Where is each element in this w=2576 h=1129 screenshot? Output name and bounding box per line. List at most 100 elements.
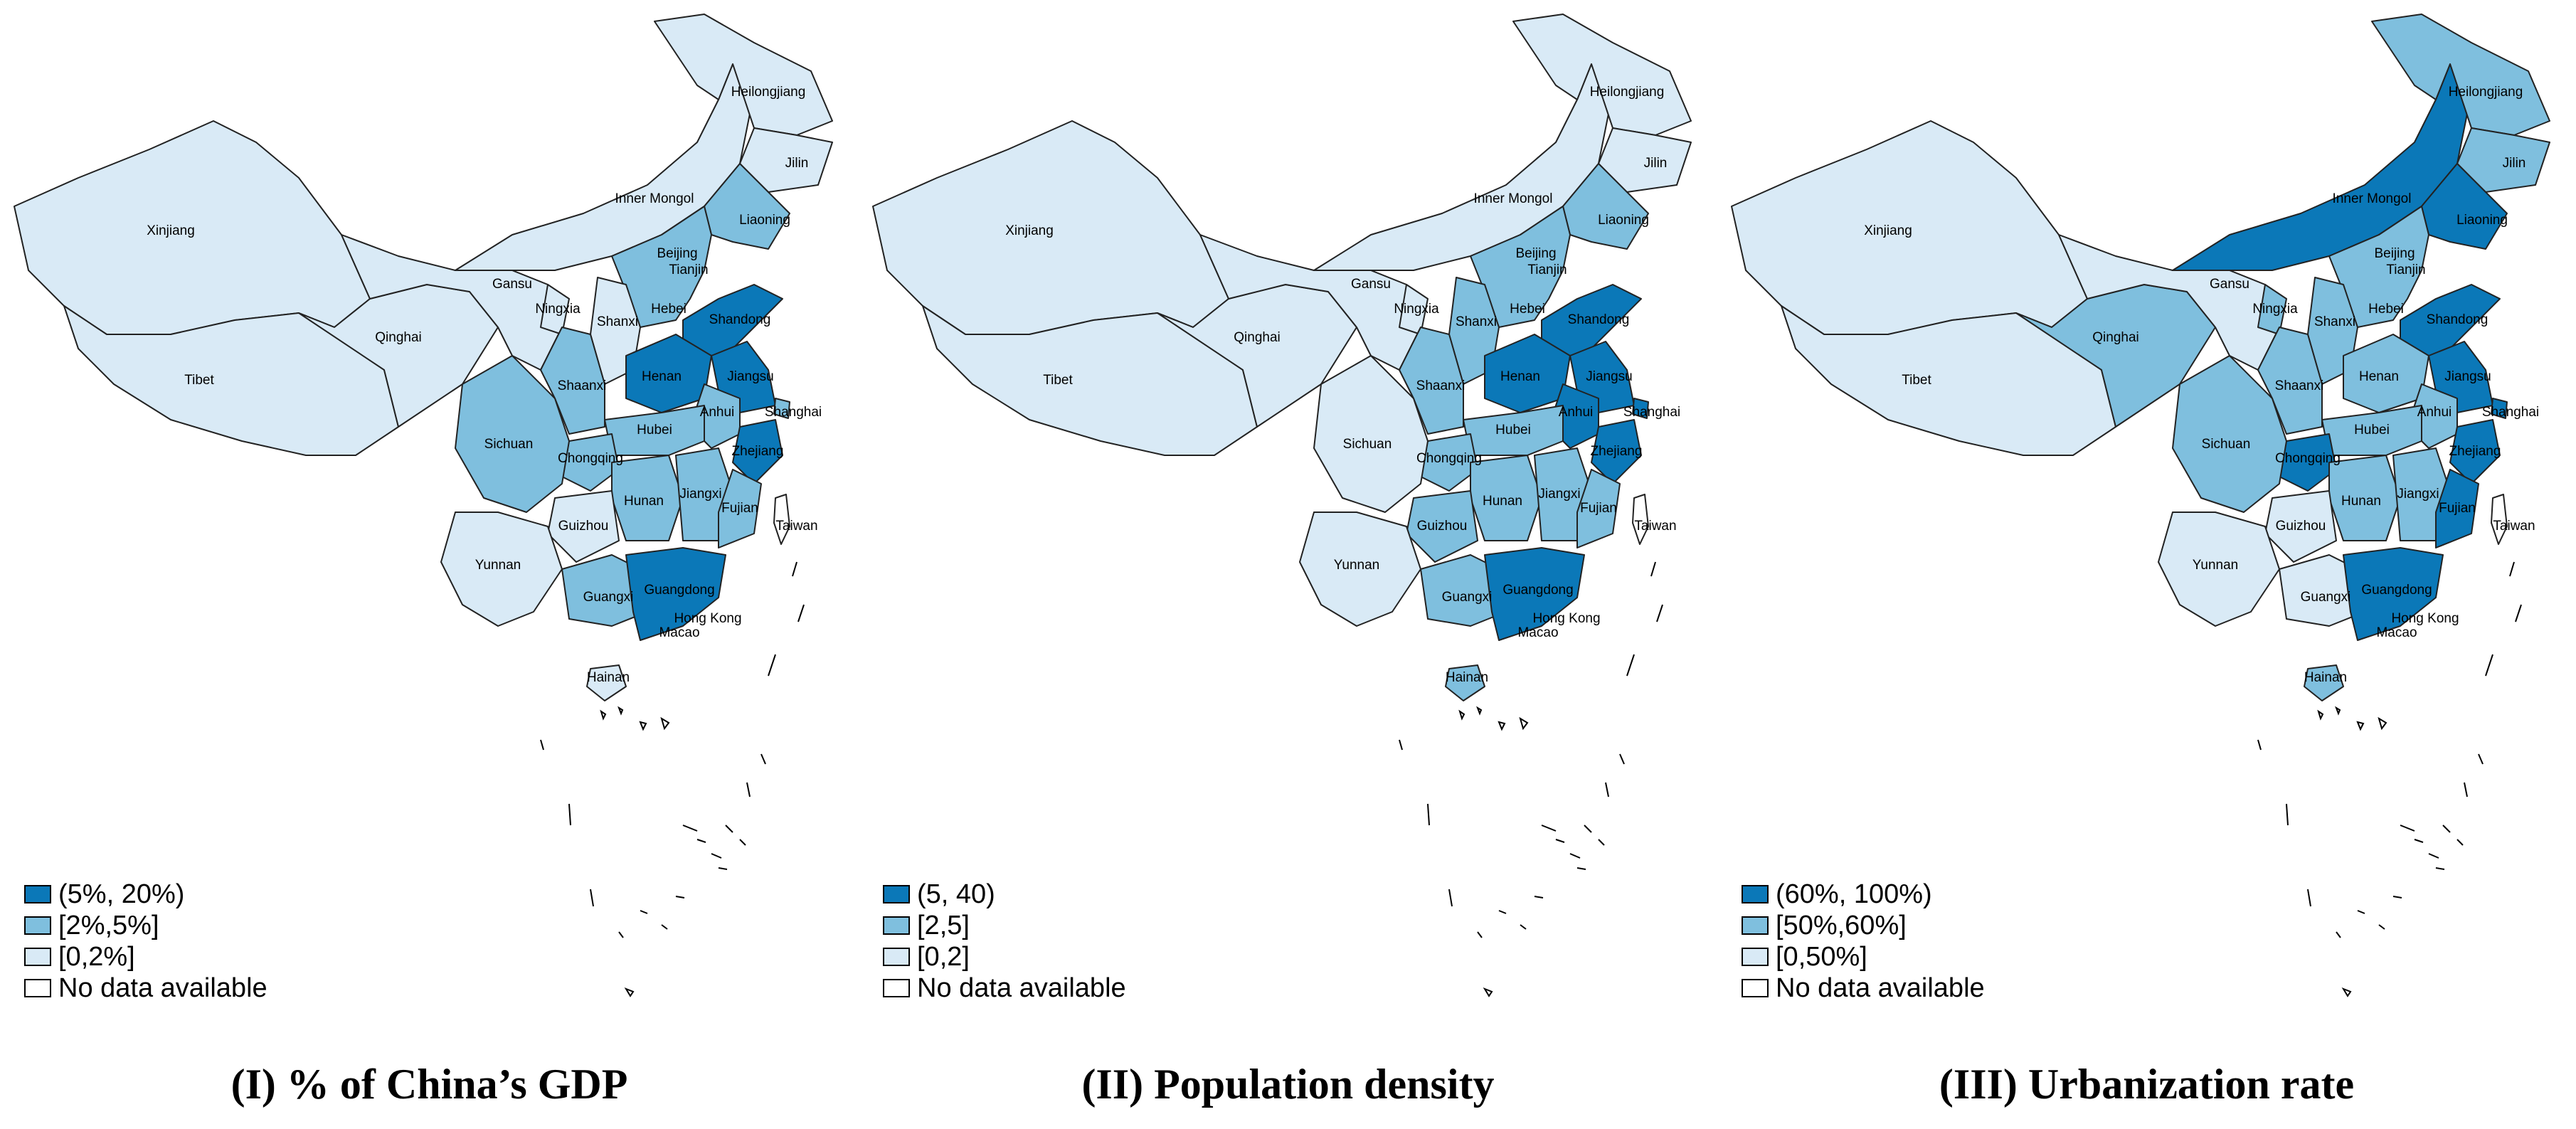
label-guangxi: Guangxi — [583, 590, 634, 605]
island-mark — [1477, 753, 1625, 938]
label-xinjiang: Xinjiang — [1005, 223, 1054, 238]
province-guangdong — [1484, 547, 1585, 641]
island-mark — [2257, 561, 2522, 907]
label-guangdong: Guangdong — [644, 583, 714, 598]
label-shanxi: Shanxi — [2314, 314, 2355, 329]
label-sichuan: Sichuan — [2202, 437, 2251, 452]
caption-gdp: (I) % of China’s GDP — [230, 1061, 628, 1108]
province-hainan — [2304, 664, 2344, 701]
label-anhui: Anhui — [2417, 405, 2452, 420]
label-hong-kong: Hong Kong — [1532, 611, 1600, 626]
island-mark — [639, 721, 647, 731]
legend-swatch-low — [24, 948, 51, 966]
legend-item-none: No data available — [24, 972, 267, 1004]
island-mark — [2356, 721, 2365, 731]
island-mark — [2378, 716, 2387, 731]
province-liaoning — [1562, 163, 1649, 250]
label-tibet: Tibet — [184, 373, 214, 388]
caption-density: (II) Population density — [1081, 1061, 1495, 1108]
label-hubei: Hubei — [637, 423, 672, 438]
legend-item-high: (5%, 20%) — [24, 879, 267, 910]
label-ningxia: Ningxia — [535, 302, 581, 317]
island-mark — [2341, 987, 2352, 997]
legend-item-low: [0,50%] — [1742, 941, 1985, 972]
label-jiangxi: Jiangxi — [2397, 487, 2439, 502]
label-liaoning: Liaoning — [739, 213, 790, 228]
legend-label-mid: [50%,60%] — [1776, 911, 1907, 940]
province-yunnan — [1299, 512, 1421, 627]
legend-item-low: [0,2%] — [24, 941, 267, 972]
label-taiwan: Taiwan — [1634, 519, 1676, 534]
province-yunnan — [2158, 512, 2280, 627]
label-guangdong: Guangdong — [1502, 583, 1573, 598]
label-inner-mongol: Inner Mongol — [2333, 191, 2412, 206]
label-shaanxi: Shaanxi — [558, 378, 607, 393]
legend-label-low: [0,50%] — [1776, 942, 1867, 972]
label-ningxia: Ningxia — [2252, 302, 2298, 317]
island-mark — [2400, 825, 2464, 870]
label-henan: Henan — [1500, 369, 1540, 384]
label-shandong: Shandong — [2427, 312, 2488, 327]
province-taiwan — [1632, 494, 1649, 545]
label-heilongjiang: Heilongjiang — [1590, 85, 1665, 100]
province-shaanxi — [540, 327, 605, 435]
label-inner-mongol: Inner Mongol — [1474, 191, 1553, 206]
legend-label-high: (5, 40) — [917, 879, 995, 909]
label-zhejiang: Zhejiang — [732, 444, 784, 459]
label-taiwan: Taiwan — [2493, 519, 2535, 534]
label-zhejiang: Zhejiang — [1591, 444, 1643, 459]
legend-label-low: [0,2] — [917, 942, 970, 972]
label-shaanxi: Shaanxi — [2275, 378, 2324, 393]
label-tianjin: Tianjin — [669, 263, 708, 277]
label-guizhou: Guizhou — [2276, 519, 2326, 534]
label-taiwan: Taiwan — [775, 519, 817, 534]
label-shanghai: Shanghai — [2482, 405, 2539, 420]
label-hebei: Hebei — [2368, 302, 2404, 317]
province-liaoning — [2421, 163, 2508, 250]
label-hainan: Hainan — [1446, 670, 1488, 685]
island-mark — [618, 706, 624, 716]
label-guangdong: Guangdong — [2361, 583, 2432, 598]
legend-swatch-none — [1742, 979, 1769, 997]
province-zhejiang — [732, 419, 783, 484]
legend-swatch-low — [1742, 948, 1769, 966]
label-guangxi: Guangxi — [2301, 590, 2351, 605]
label-guangxi: Guangxi — [1442, 590, 1493, 605]
province-sichuan — [1313, 355, 1429, 513]
province-sichuan — [455, 355, 570, 513]
legend-item-mid: [50%,60%] — [1742, 910, 1985, 941]
legend-item-mid: [2,5] — [883, 910, 1126, 941]
legend-swatch-mid — [24, 916, 51, 935]
label-qinghai: Qinghai — [375, 330, 422, 345]
label-xinjiang: Xinjiang — [147, 223, 195, 238]
legend-swatch-mid — [1742, 916, 1769, 935]
legend-density: (5, 40) [2,5] [0,2] No data available — [883, 879, 1126, 1004]
island-mark — [1498, 721, 1506, 731]
label-heilongjiang: Heilongjiang — [731, 85, 806, 100]
label-hubei: Hubei — [1495, 423, 1531, 438]
legend-urban: (60%, 100%) [50%,60%] [0,50%] No data av… — [1742, 879, 1985, 1004]
label-qinghai: Qinghai — [2092, 330, 2139, 345]
province-hainan — [586, 664, 627, 701]
caption-urban: (III) Urbanization rate — [1939, 1061, 2355, 1108]
label-tianjin: Tianjin — [2386, 263, 2425, 277]
map-urban: Xinjiang Tibet Qinghai Gansu Inner Mongol Hei… — [1731, 14, 2550, 997]
panel-gdp: Xinjiang Tibet Qinghai Gansu Inner Mongol Hei… — [0, 0, 859, 1129]
legend-swatch-none — [883, 979, 910, 997]
province-guangdong — [2343, 547, 2444, 641]
legend-item-low: [0,2] — [883, 941, 1126, 972]
legend-label-none: No data available — [58, 973, 267, 1003]
label-chongqing: Chongqing — [1416, 451, 1482, 466]
label-jiangsu: Jiangsu — [727, 369, 774, 384]
label-hunan: Hunan — [1483, 494, 1522, 509]
label-jiangxi: Jiangxi — [679, 487, 721, 502]
province-fujian — [718, 469, 762, 548]
legend-label-high: (60%, 100%) — [1776, 879, 1932, 909]
panel-urban: Xinjiang Tibet Qinghai Gansu Inner Mongol Hei… — [1717, 0, 2576, 1129]
label-hong-kong: Hong Kong — [674, 611, 741, 626]
legend-label-high: (5%, 20%) — [58, 879, 185, 909]
legend-label-none: No data available — [917, 973, 1126, 1003]
label-chongqing: Chongqing — [558, 451, 623, 466]
label-fujian: Fujian — [1580, 501, 1617, 516]
island-mark — [600, 709, 607, 721]
